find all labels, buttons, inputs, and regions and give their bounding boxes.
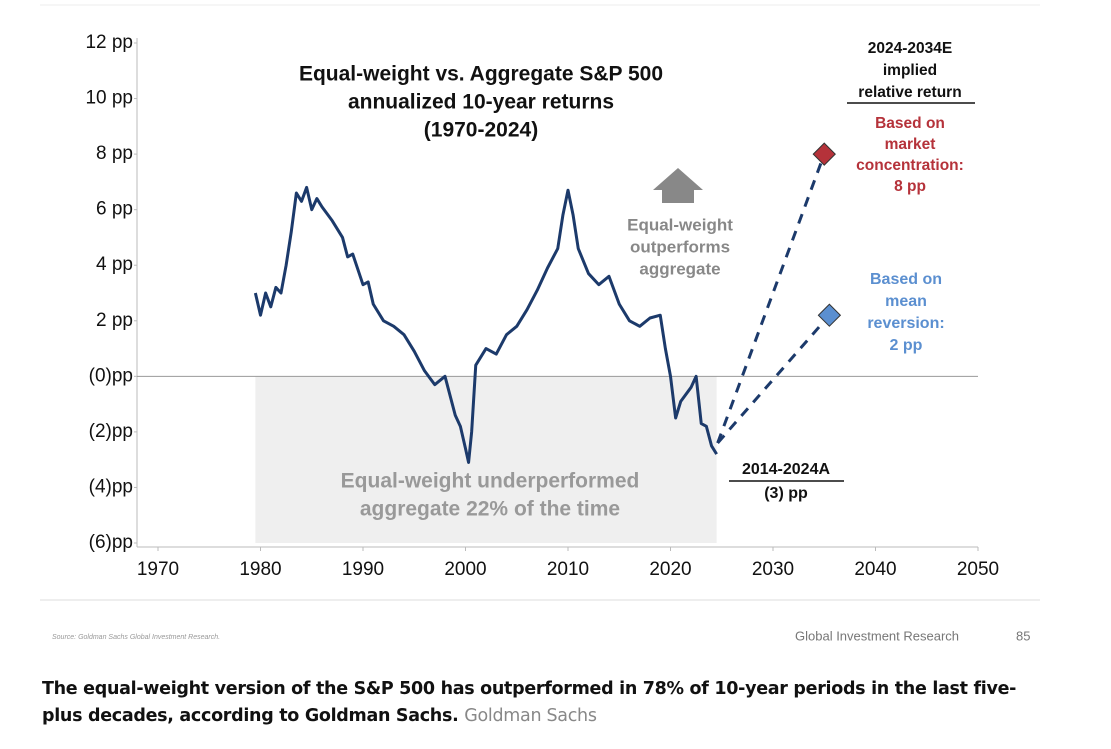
y-tick-label: 12 pp [85,32,133,53]
annotation: outperforms [630,237,730,256]
caption-credit: Goldman Sachs [464,706,597,726]
x-tick-label: 2030 [752,559,794,580]
diamond-marker [812,142,836,166]
series-line [716,153,826,444]
brand: Global Investment Research [795,628,959,643]
x-tick-label: 1990 [342,559,384,580]
source: Source: Goldman Sachs Global Investment … [52,634,220,641]
y-tick-label: (6)pp [89,532,133,553]
underperform-zone [255,376,717,543]
annotation: Based on [870,271,942,288]
y-tick-label: 10 pp [85,88,133,109]
y-tick-label: 8 pp [96,143,133,164]
y-tick-label: (2)pp [89,421,133,442]
y-tick-label: (4)pp [89,476,133,497]
annotation: (3) pp [764,485,808,502]
chart-title: annualized 10-year returns [348,91,614,114]
x-tick-label: 1980 [239,559,281,580]
x-tick-label: 2000 [444,559,486,580]
annotation: market [885,136,936,153]
annotation: Based on [875,115,945,132]
page-number: 85 [1016,628,1030,643]
annotation: implied [883,62,937,79]
annotation: 8 pp [894,178,926,195]
annotation: aggregate 22% of the time [360,498,620,521]
diamond-marker [817,303,842,327]
x-tick-label: 2020 [649,559,691,580]
annotation: concentration: [856,157,964,174]
chart-title: (1970-2024) [424,119,538,142]
y-tick-label: 2 pp [96,310,133,331]
annotation: 2014-2024A [742,461,831,478]
chart: Source: Goldman Sachs Global Investment … [40,4,1040,643]
annotation: Equal-weight underperformed [341,470,640,493]
y-tick-label: (0)pp [89,365,133,386]
annotation: aggregate [639,259,720,278]
chart-title: Equal-weight vs. Aggregate S&P 500 [299,63,663,86]
y-tick-label: 6 pp [96,199,133,220]
x-tick-label: 2010 [547,559,589,580]
series-line [716,314,831,444]
series-line [253,185,718,464]
y-tick-label: 4 pp [96,254,133,275]
x-tick-label: 1970 [137,559,179,580]
annotation: 2 pp [890,337,923,354]
annotation: reversion: [867,315,944,332]
annotation: relative return [858,84,961,101]
x-tick-label: 2040 [854,559,896,580]
annotation: mean [885,293,927,310]
x-tick-label: 2050 [957,559,999,580]
caption: The equal-weight version of the S&P 500 … [42,676,1042,730]
up-arrow [653,168,703,203]
annotation: Equal-weight [627,215,733,234]
annotation: 2024-2034E [868,40,952,57]
caption-text: The equal-weight version of the S&P 500 … [42,679,1017,726]
